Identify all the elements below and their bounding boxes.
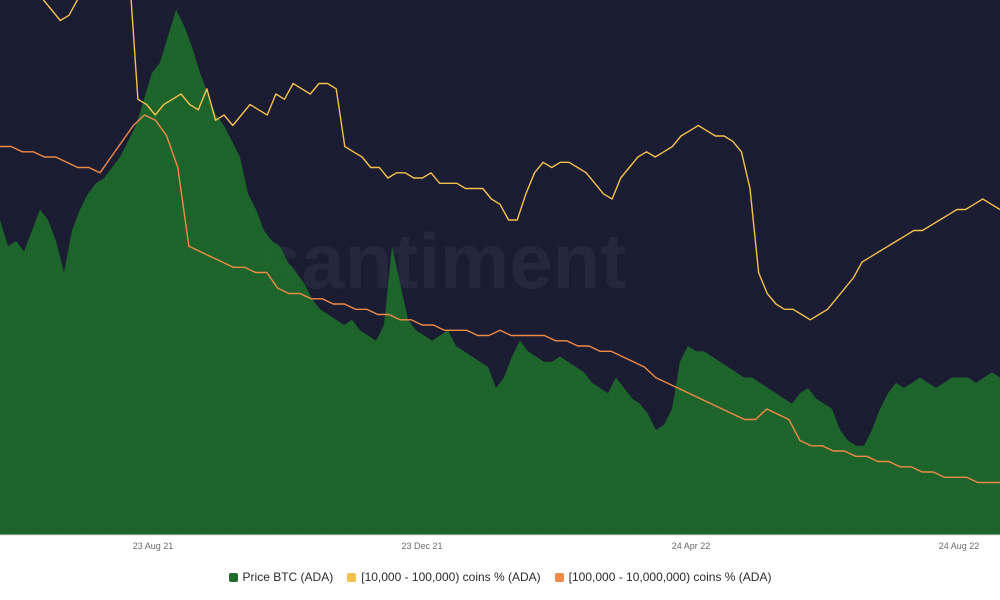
series-line-100k-10m [0,114,1000,484]
legend-item-price-btc[interactable]: Price BTC (ADA) [228,570,334,584]
watermark-text: santiment [258,217,626,305]
x-tick-label: 24 Apr 22 [672,541,711,551]
series-line-10k-100k [42,0,1000,321]
legend-swatch-100k-10m [554,572,564,582]
legend-swatch-price-btc [228,572,238,582]
legend-swatch-10k-100k [347,572,357,582]
series-area-price-btc [0,10,1000,535]
x-tick-label: 23 Aug 21 [133,541,174,551]
legend-label-100k-10m: [100,000 - 10,000,000) coins % (ADA) [568,570,772,584]
legend-label-10k-100k: [10,000 - 100,000) coins % (ADA) [361,570,541,584]
legend-label-price-btc: Price BTC (ADA) [242,570,334,584]
legend-item-10k-100k[interactable]: [10,000 - 100,000) coins % (ADA) [347,570,541,584]
x-axis-ticks: 23 Aug 21 23 Dec 21 24 Apr 22 24 Aug 22 [133,541,980,551]
chart-svg: santiment 23 Aug 21 23 Dec 21 24 Apr 22 24 … [0,0,1000,551]
x-tick-label: 23 Dec 21 [401,541,442,551]
legend: Price BTC (ADA) [10,000 - 100,000) coins… [0,566,1000,588]
x-tick-label: 24 Aug 22 [939,541,980,551]
line-layer [0,0,1000,484]
legend-item-100k-10m[interactable]: [100,000 - 10,000,000) coins % (ADA) [554,570,772,584]
area-layer [0,10,1000,535]
